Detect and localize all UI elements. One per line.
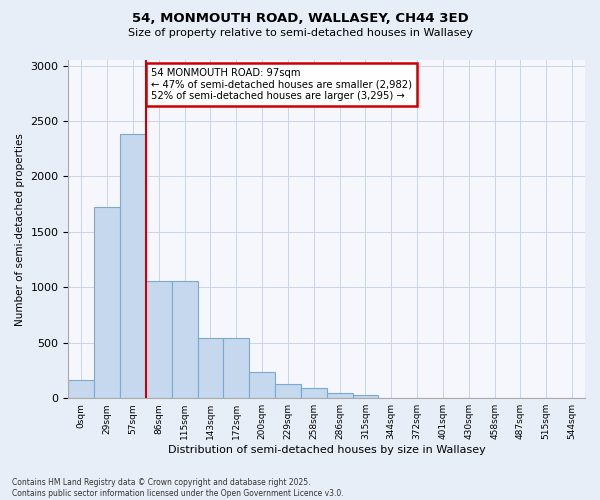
Text: 54 MONMOUTH ROAD: 97sqm
← 47% of semi-detached houses are smaller (2,982)
52% of: 54 MONMOUTH ROAD: 97sqm ← 47% of semi-de… <box>151 68 412 101</box>
Bar <box>146 280 172 398</box>
Bar <box>94 208 120 398</box>
Bar <box>197 338 223 398</box>
Bar <box>68 380 94 398</box>
Bar <box>120 134 146 398</box>
X-axis label: Distribution of semi-detached houses by size in Wallasey: Distribution of semi-detached houses by … <box>168 445 485 455</box>
Y-axis label: Number of semi-detached properties: Number of semi-detached properties <box>15 132 25 326</box>
Bar <box>353 395 379 398</box>
Bar <box>172 280 197 398</box>
Text: Contains HM Land Registry data © Crown copyright and database right 2025.
Contai: Contains HM Land Registry data © Crown c… <box>12 478 344 498</box>
Bar <box>301 388 327 398</box>
Bar <box>249 372 275 398</box>
Bar <box>223 338 249 398</box>
Bar <box>275 384 301 398</box>
Text: Size of property relative to semi-detached houses in Wallasey: Size of property relative to semi-detach… <box>128 28 473 38</box>
Bar <box>327 392 353 398</box>
Text: 54, MONMOUTH ROAD, WALLASEY, CH44 3ED: 54, MONMOUTH ROAD, WALLASEY, CH44 3ED <box>131 12 469 26</box>
